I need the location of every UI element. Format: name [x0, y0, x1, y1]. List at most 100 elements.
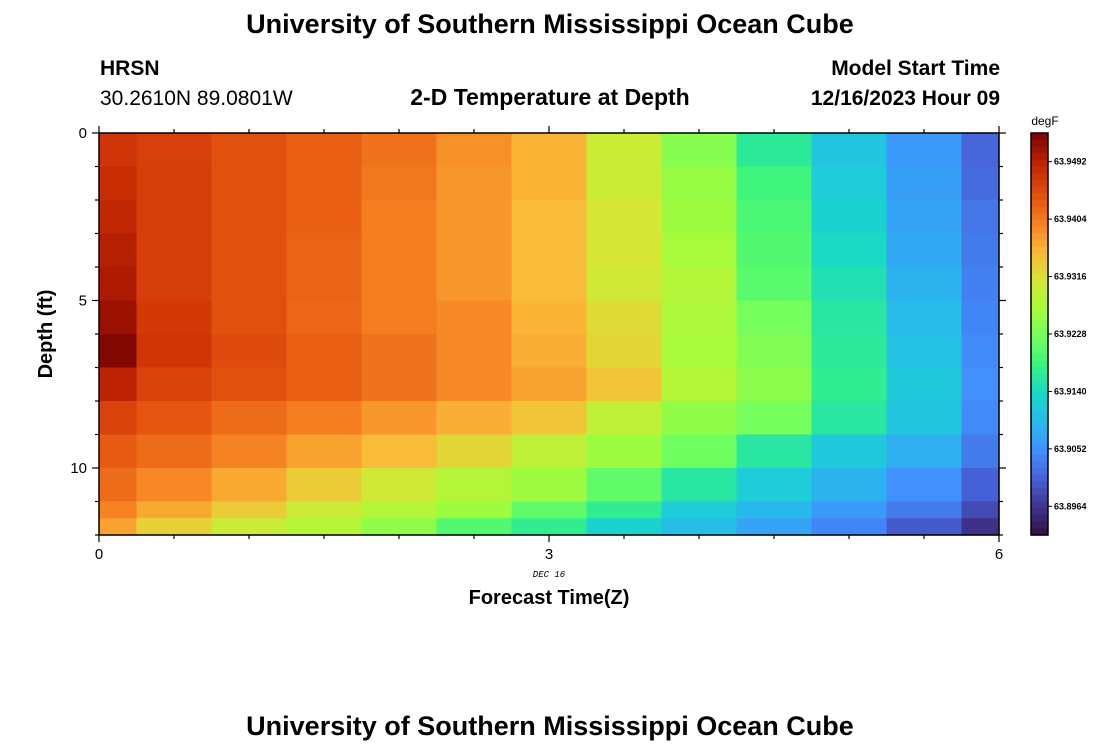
heatmap-cell	[361, 468, 438, 503]
colorbar-segment	[1031, 528, 1048, 536]
colorbar-segment	[1031, 260, 1048, 268]
heatmap-cell	[136, 367, 213, 402]
colorbar-segment	[1031, 347, 1048, 355]
heatmap-cell	[136, 166, 213, 201]
colorbar-segment	[1031, 146, 1048, 154]
colorbar-segment	[1031, 387, 1048, 395]
heatmap-cell	[661, 518, 738, 536]
heatmap-cell	[586, 133, 663, 168]
colorbar-segment	[1031, 273, 1048, 281]
heatmap-cell	[511, 267, 588, 302]
heatmap-cell	[211, 401, 288, 436]
heatmap-cell	[136, 300, 213, 335]
heatmap-cell	[436, 434, 513, 469]
heatmap-cell	[736, 300, 813, 335]
axes: 0 3 6 0 5 10	[70, 125, 1006, 563]
heatmap-cell	[99, 267, 138, 302]
colorbar-segment	[1031, 233, 1048, 241]
colorbar-segment	[1031, 226, 1048, 235]
heatmap-cell	[136, 518, 213, 536]
x-tick-label: 3	[545, 546, 553, 563]
heatmap-cell	[961, 434, 1000, 469]
heatmap-cell	[136, 501, 213, 519]
colorbar-segment	[1031, 320, 1048, 328]
heatmap-cell	[961, 133, 1000, 168]
heatmap-cell	[811, 434, 888, 469]
heatmap-cell	[436, 267, 513, 302]
heatmap-cell	[661, 233, 738, 268]
heatmap-cell	[511, 367, 588, 402]
colorbar-segment	[1031, 246, 1048, 255]
heatmap-cell	[99, 334, 138, 369]
colorbar-unit: degF	[1031, 114, 1058, 128]
heatmap-cell	[211, 300, 288, 335]
heatmap-cell	[811, 166, 888, 201]
colorbar-segment	[1031, 173, 1048, 181]
colorbar-segment	[1031, 166, 1048, 174]
heatmap-cell	[661, 468, 738, 503]
heatmap-cell	[736, 133, 813, 168]
heatmap-cell	[99, 468, 138, 503]
colorbar-segment	[1031, 374, 1048, 382]
colorbar-segment	[1031, 280, 1048, 288]
heatmap-cell	[886, 334, 963, 369]
heatmap-cell	[586, 501, 663, 519]
colorbar-segment	[1031, 327, 1048, 335]
heatmap-cell	[361, 434, 438, 469]
heatmap-cell	[586, 233, 663, 268]
heatmap-cell	[286, 166, 363, 201]
heatmap-cell	[586, 166, 663, 201]
colorbar-segment	[1031, 354, 1048, 362]
heatmap-cell	[736, 518, 813, 536]
heatmap-cell	[736, 166, 813, 201]
heatmap-cell	[286, 367, 363, 402]
heatmap-cell	[961, 200, 1000, 235]
colorbar-tick-label: 63.9052	[1054, 444, 1087, 454]
heatmap-cell	[661, 133, 738, 168]
heatmap-cell	[211, 367, 288, 402]
heatmap-cell	[361, 233, 438, 268]
colorbar-segment	[1031, 447, 1048, 456]
colorbar-segment	[1031, 139, 1048, 147]
colorbar-segment	[1031, 414, 1048, 422]
colorbar-segment	[1031, 401, 1048, 409]
heatmap-cell	[361, 501, 438, 519]
y-tick-label: 0	[79, 125, 87, 142]
colorbar-segment	[1031, 133, 1048, 141]
y-tick-label: 10	[70, 460, 87, 477]
heatmap-cell	[211, 334, 288, 369]
heatmap-cell	[961, 401, 1000, 436]
colorbar-segment	[1031, 159, 1048, 168]
heatmap-cell	[361, 518, 438, 536]
heatmap-cell	[286, 233, 363, 268]
station-name: HRSN	[100, 57, 160, 80]
heatmap-cell	[661, 200, 738, 235]
heatmap-cell	[99, 518, 138, 536]
heatmap-cell	[211, 233, 288, 268]
heatmap-cell	[661, 367, 738, 402]
heatmap-cell	[511, 233, 588, 268]
colorbar-segment	[1031, 340, 1048, 348]
colorbar-tick-label: 63.9228	[1054, 329, 1087, 339]
colorbar-segment	[1031, 380, 1048, 389]
date-annotation: DEC 16	[533, 570, 566, 580]
x-tick-label: 6	[995, 546, 1003, 563]
heatmap-cell	[886, 267, 963, 302]
colorbar-segment	[1031, 313, 1048, 322]
colorbar: 63.9492 63.9404 63.9316 63.9228 63.9140 63.90…	[1030, 132, 1087, 536]
heatmap-cell	[511, 334, 588, 369]
colorbar-segment	[1031, 494, 1048, 503]
colorbar-segment	[1031, 454, 1048, 462]
colorbar-segment	[1031, 300, 1048, 308]
colorbar-segment	[1031, 307, 1048, 315]
colorbar-segment	[1031, 293, 1048, 302]
heatmap-cell	[961, 501, 1000, 519]
heatmap-cell	[511, 434, 588, 469]
heatmap-cell	[136, 233, 213, 268]
heatmap-cell	[886, 501, 963, 519]
heatmap-cell	[286, 200, 363, 235]
heatmap-cell	[436, 334, 513, 369]
heatmap-cell	[436, 133, 513, 168]
colorbar-segment	[1031, 220, 1048, 228]
colorbar-segment	[1031, 427, 1048, 436]
